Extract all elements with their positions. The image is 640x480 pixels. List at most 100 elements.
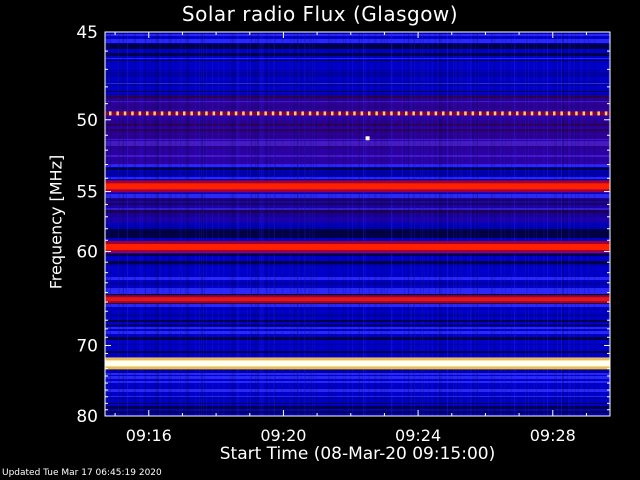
noise-stripe	[105, 149, 610, 152]
noise-stripe	[105, 141, 610, 143]
pulse-mark	[575, 111, 578, 116]
pulse-mark	[560, 111, 563, 116]
noise-stripe	[105, 325, 610, 326]
noise-stripe	[105, 92, 610, 94]
noise-stripe	[105, 47, 610, 49]
time-speckle	[459, 32, 461, 416]
time-speckle	[474, 32, 476, 416]
noise-stripe	[105, 36, 610, 39]
time-speckle	[391, 32, 393, 416]
time-speckle	[258, 32, 260, 416]
noise-stripe	[105, 157, 610, 159]
time-speckle	[186, 32, 188, 416]
noise-stripe	[105, 177, 610, 179]
pulse-mark	[264, 111, 267, 116]
time-speckle	[556, 32, 558, 416]
noise-stripe	[105, 91, 610, 92]
time-speckle	[571, 32, 573, 416]
time-speckle	[211, 32, 213, 416]
noise-stripe	[105, 229, 610, 231]
x-tick-label: 09:28	[530, 426, 576, 445]
time-speckle	[347, 32, 349, 416]
time-speckle	[273, 32, 275, 416]
noise-stripe	[105, 275, 610, 277]
noise-stripe	[105, 59, 610, 60]
pulse-mark	[249, 111, 253, 116]
noise-stripe	[105, 395, 610, 396]
noise-stripe	[105, 86, 610, 89]
time-speckle	[180, 32, 182, 416]
time-speckle	[587, 32, 589, 416]
noise-stripe	[105, 277, 610, 280]
noise-stripe	[105, 256, 610, 257]
noise-stripe	[105, 317, 610, 320]
time-speckle	[403, 32, 405, 416]
time-speckle	[500, 32, 502, 416]
time-speckle	[169, 32, 171, 416]
time-speckle	[175, 32, 177, 416]
time-speckle	[304, 32, 306, 416]
haze-region	[105, 95, 610, 165]
noise-stripe	[105, 135, 610, 138]
time-speckle	[467, 32, 469, 416]
noise-stripe	[105, 121, 610, 124]
noise-stripe	[105, 331, 610, 334]
time-speckle	[474, 32, 476, 416]
noise-stripe	[105, 225, 610, 226]
noise-stripe	[105, 308, 610, 309]
time-speckle	[511, 32, 513, 416]
pulse-mark	[486, 111, 489, 116]
time-speckle	[232, 32, 234, 416]
noise-stripe	[105, 43, 610, 44]
noise-stripe	[105, 210, 610, 213]
time-speckle	[139, 32, 141, 416]
noise-stripe	[105, 227, 610, 229]
y-tick-label: 45	[76, 23, 98, 43]
time-speckle	[491, 32, 493, 416]
pulse-mark	[279, 111, 282, 116]
time-speckle	[122, 32, 124, 416]
time-speckle	[290, 32, 292, 416]
noise-stripe	[105, 266, 610, 268]
burst-spot	[365, 136, 370, 141]
time-speckle	[438, 32, 440, 416]
time-speckle	[569, 32, 571, 416]
pulse-mark	[294, 111, 297, 116]
time-speckle	[381, 32, 383, 416]
time-speckle	[441, 32, 443, 416]
time-speckle	[179, 32, 181, 416]
time-speckle	[289, 32, 291, 416]
pulse-mark	[538, 111, 541, 116]
time-speckle	[422, 32, 424, 416]
time-speckle	[187, 32, 189, 416]
noise-stripe	[105, 84, 610, 86]
noise-stripe	[105, 385, 610, 388]
noise-stripe	[105, 344, 610, 345]
time-speckle	[297, 32, 299, 416]
noise-stripe	[105, 254, 610, 256]
noise-stripe	[105, 129, 610, 131]
time-speckle	[234, 32, 236, 416]
noise-stripe	[105, 146, 610, 147]
noise-stripe	[105, 217, 610, 218]
noise-stripe	[105, 199, 610, 201]
time-speckle	[125, 32, 127, 416]
time-speckle	[428, 32, 430, 416]
time-speckle	[527, 32, 529, 416]
pulse-mark	[405, 111, 408, 116]
time-speckle	[109, 32, 111, 416]
time-speckle	[431, 32, 433, 416]
pulse-mark	[286, 111, 290, 116]
y-tick-label: 60	[76, 242, 98, 262]
noise-stripe	[105, 288, 610, 291]
noise-stripe	[105, 271, 610, 274]
time-speckle	[282, 32, 284, 416]
time-speckle	[238, 32, 240, 416]
time-speckle	[313, 32, 315, 416]
pulse-mark	[146, 111, 149, 116]
time-speckle	[122, 32, 124, 416]
time-speckle	[259, 32, 261, 416]
time-speckle	[449, 32, 451, 416]
time-speckle	[261, 32, 263, 416]
noise-stripe	[105, 406, 610, 409]
